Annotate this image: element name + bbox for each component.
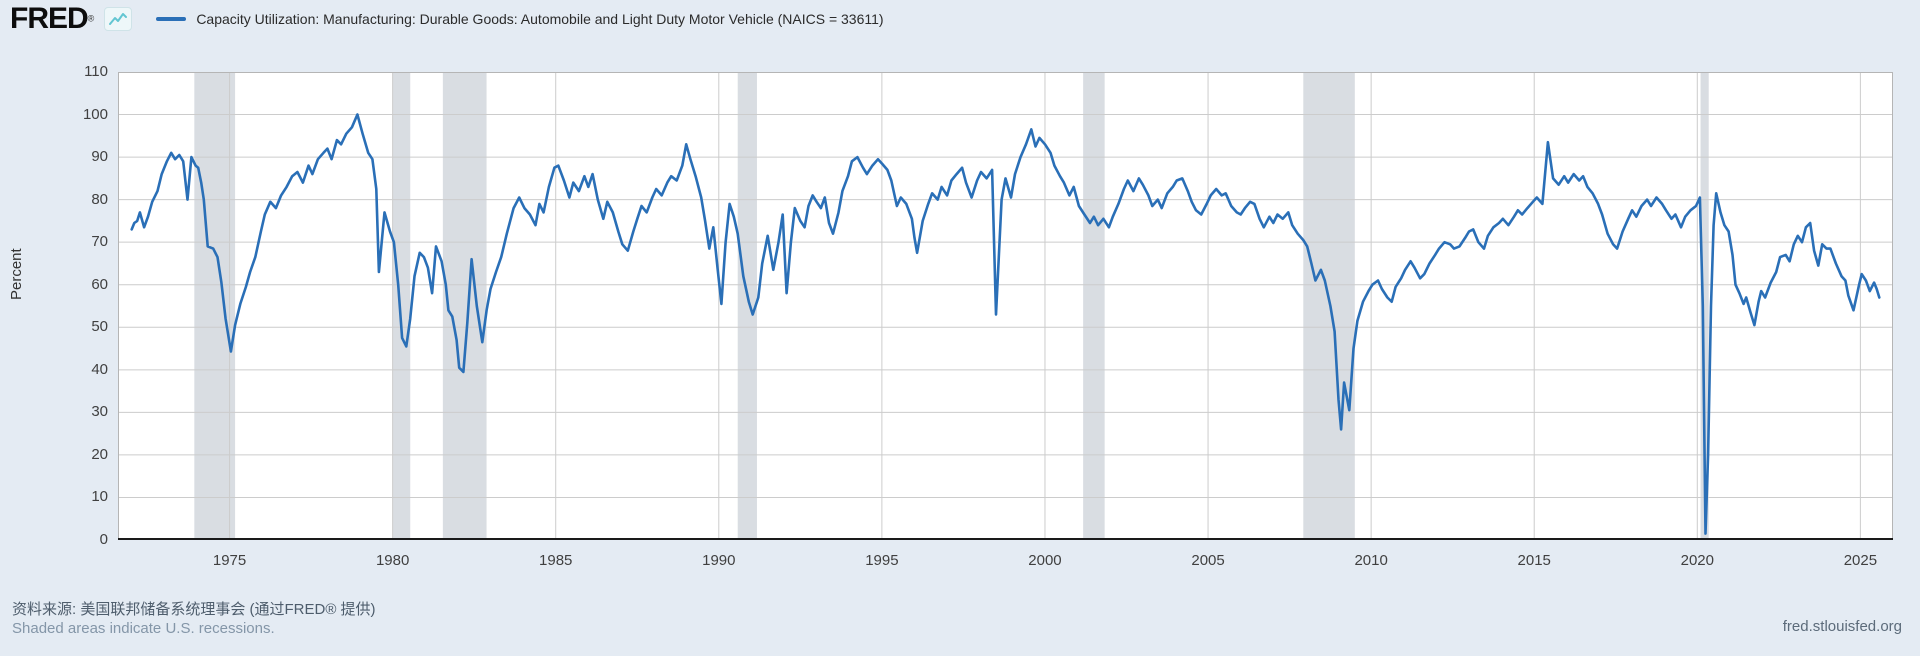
fred-site-link[interactable]: fred.stlouisfed.org (1782, 618, 1902, 635)
y-tick-label: 110 (84, 63, 108, 80)
series-line (130, 113, 1881, 535)
recession-band (737, 72, 757, 540)
y-tick-label: 80 (91, 190, 108, 208)
plot-area[interactable] (118, 72, 1893, 540)
y-tick-label: 20 (91, 445, 108, 463)
y-axis-title: Percent (8, 248, 25, 300)
recession-band (1303, 72, 1355, 540)
registered-mark: ® (87, 13, 95, 24)
recession-band (1083, 72, 1105, 540)
y-tick-label: 0 (99, 531, 108, 548)
legend-line-swatch[interactable] (156, 17, 187, 21)
fred-logo: FRED® (10, 4, 94, 34)
x-tick-label: 2025 (1843, 552, 1878, 569)
y-tick-label: 60 (91, 275, 108, 293)
y-tick-label: 90 (91, 148, 108, 166)
sparkline-chart-icon (104, 7, 133, 31)
x-tick-label: 1975 (212, 552, 247, 569)
x-tick-label: 1995 (865, 552, 899, 569)
x-tick-label: 2020 (1680, 552, 1714, 569)
x-tick-label: 2015 (1517, 552, 1551, 569)
y-tick-label: 10 (91, 488, 108, 506)
chart-header: FRED® Capacity Utilization: Manufacturin… (10, 4, 884, 34)
y-tick-label: 70 (91, 233, 108, 251)
fred-logo-text: FRED (10, 2, 89, 35)
recession-shading-note: Shaded areas indicate U.S. recessions. (12, 620, 275, 637)
x-tick-label: 1990 (702, 552, 736, 569)
y-tick-label: 40 (91, 360, 108, 378)
capacity-utilization-line-chart (118, 72, 1893, 540)
y-tick-label: 30 (91, 403, 108, 421)
recession-band (392, 72, 411, 540)
y-tick-label: 100 (82, 105, 108, 123)
x-tick-label: 1980 (375, 552, 410, 569)
x-tick-label: 2005 (1191, 552, 1225, 569)
legend-series-label[interactable]: Capacity Utilization: Manufacturing: Dur… (196, 11, 884, 27)
recession-band (194, 72, 236, 540)
recession-band (1700, 72, 1709, 540)
data-source-note: 资料来源: 美国联邦储备系统理事会 (通过FRED® 提供) (12, 601, 376, 618)
x-tick-label: 2010 (1354, 552, 1388, 569)
x-tick-label: 1985 (539, 552, 573, 569)
x-tick-label: 2000 (1028, 552, 1062, 569)
y-tick-label: 50 (91, 318, 108, 336)
recession-band (442, 72, 487, 540)
